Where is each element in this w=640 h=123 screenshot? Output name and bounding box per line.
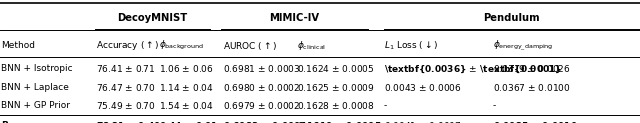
Text: 0.0043 $\pm$ 0.0006: 0.0043 $\pm$ 0.0006: [384, 82, 461, 93]
Text: 0.0025 $\pm$ 0.0010: 0.0025 $\pm$ 0.0010: [493, 120, 577, 123]
Text: 0.1619 $\pm$ 0.0005: 0.1619 $\pm$ 0.0005: [297, 120, 381, 123]
Text: 1.14 $\pm$ 0.04: 1.14 $\pm$ 0.04: [159, 82, 214, 93]
Text: 76.47 $\pm$ 0.70: 76.47 $\pm$ 0.70: [96, 82, 156, 93]
Text: Banana: Banana: [1, 121, 40, 123]
Text: 0.0367 $\pm$ 0.0100: 0.0367 $\pm$ 0.0100: [493, 82, 570, 93]
Text: 75.49 $\pm$ 0.70: 75.49 $\pm$ 0.70: [96, 100, 156, 111]
Text: 0.6983 $\pm$ 0.0001: 0.6983 $\pm$ 0.0001: [223, 120, 307, 123]
Text: DecoyMNIST: DecoyMNIST: [117, 13, 188, 23]
Text: 0.6979 $\pm$ 0.0002: 0.6979 $\pm$ 0.0002: [223, 100, 300, 111]
Text: 1.54 $\pm$ 0.04: 1.54 $\pm$ 0.04: [159, 100, 214, 111]
Text: $\phi_{\mathrm{background}}$: $\phi_{\mathrm{background}}$: [159, 39, 204, 52]
Text: 78.21 $\pm$ 0.40: 78.21 $\pm$ 0.40: [96, 120, 161, 123]
Text: 76.41 $\pm$ 0.71: 76.41 $\pm$ 0.71: [96, 63, 156, 74]
Text: 0.0319 $\pm$ 0.0026: 0.0319 $\pm$ 0.0026: [493, 63, 570, 74]
Text: MIMIC-IV: MIMIC-IV: [269, 13, 319, 23]
Text: 0.1624 $\pm$ 0.0005: 0.1624 $\pm$ 0.0005: [297, 63, 374, 74]
Text: -: -: [493, 101, 496, 110]
Text: $L_1$ Loss ($\downarrow$): $L_1$ Loss ($\downarrow$): [384, 39, 438, 52]
Text: Accuracy ($\uparrow$): Accuracy ($\uparrow$): [96, 39, 159, 52]
Text: 0.6981 $\pm$ 0.0003: 0.6981 $\pm$ 0.0003: [223, 63, 300, 74]
Text: $\phi_{\mathrm{clinical}}$: $\phi_{\mathrm{clinical}}$: [297, 39, 326, 52]
Text: 0.0041 $\pm$ 0.0007: 0.0041 $\pm$ 0.0007: [384, 120, 461, 123]
Text: Pendulum: Pendulum: [483, 13, 540, 23]
Text: 0.1625 $\pm$ 0.0009: 0.1625 $\pm$ 0.0009: [297, 82, 374, 93]
Text: AUROC ($\uparrow$): AUROC ($\uparrow$): [223, 39, 277, 52]
Text: BNN + GP Prior: BNN + GP Prior: [1, 101, 70, 110]
Text: BNN + Laplace: BNN + Laplace: [1, 83, 69, 92]
Text: -: -: [384, 101, 387, 110]
Text: Method: Method: [1, 41, 35, 50]
Text: 1.06 $\pm$ 0.06: 1.06 $\pm$ 0.06: [159, 63, 214, 74]
Text: 0.1628 $\pm$ 0.0008: 0.1628 $\pm$ 0.0008: [297, 100, 374, 111]
Text: BNN + Isotropic: BNN + Isotropic: [1, 64, 73, 73]
Text: $\phi_{\mathrm{energy\_damping}}$: $\phi_{\mathrm{energy\_damping}}$: [493, 38, 553, 53]
Text: 0.44 $\pm$ 0.01: 0.44 $\pm$ 0.01: [159, 120, 218, 123]
Text: \textbf{0.0036} $\pm$ \textbf{0.0001}: \textbf{0.0036} $\pm$ \textbf{0.0001}: [384, 63, 562, 75]
Text: 0.6980 $\pm$ 0.0002: 0.6980 $\pm$ 0.0002: [223, 82, 300, 93]
